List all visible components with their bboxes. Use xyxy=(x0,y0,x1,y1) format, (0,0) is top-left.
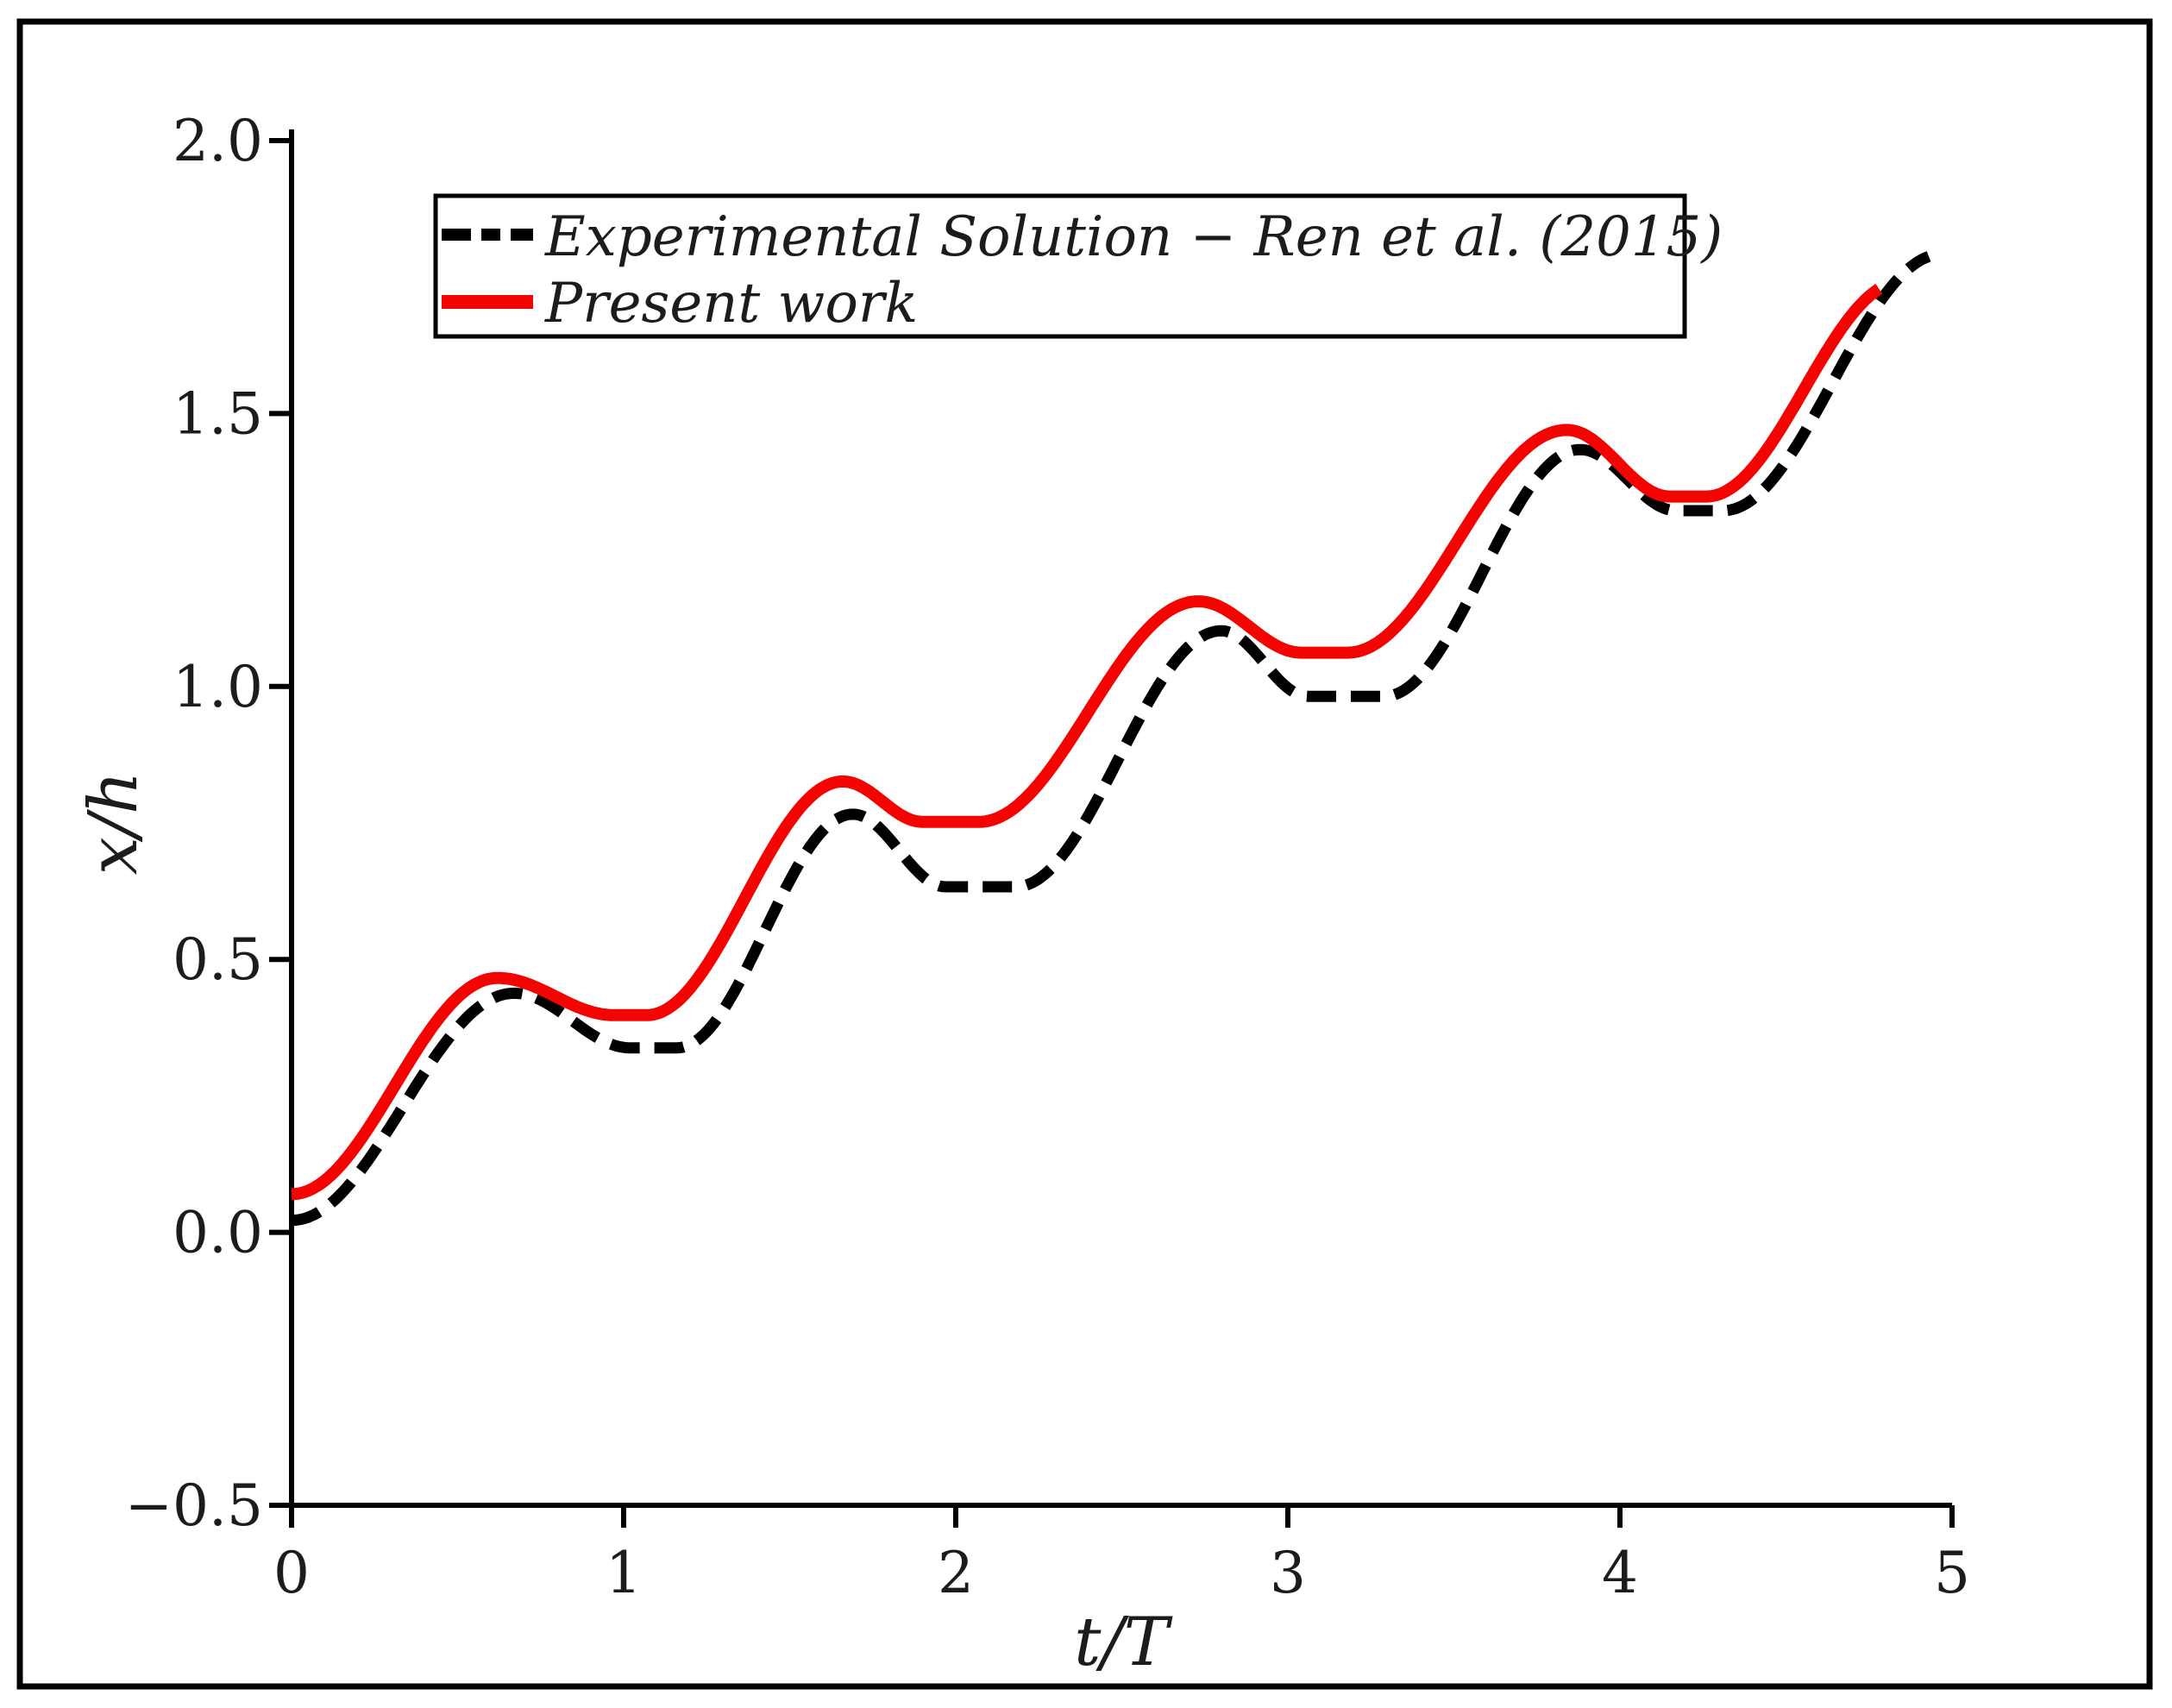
x-ticks xyxy=(289,1505,1955,1528)
x-tick-label-0: 0 xyxy=(273,1540,310,1606)
y-tick-label-0.0: 0.0 xyxy=(173,1200,263,1266)
legend-label-experimental: Experimental Solution − Ren et al. (2015… xyxy=(544,205,1723,269)
y-tick-labels: 2.0 1.5 1.0 0.5 0.0 −0.5 xyxy=(125,108,263,1539)
series-group xyxy=(291,251,1931,1227)
x-axis-title: t/T xyxy=(1074,1604,1173,1681)
x-tick-label-3: 3 xyxy=(1270,1540,1306,1606)
x-tick-labels: 0 1 2 3 4 5 xyxy=(273,1540,1970,1606)
legend-label-present-work: Present work xyxy=(544,272,918,336)
y-tick-label-1.5: 1.5 xyxy=(173,380,263,447)
x-tick-label-5: 5 xyxy=(1934,1540,1970,1606)
x-tick-label-2: 2 xyxy=(938,1540,974,1606)
x-tick-label-1: 1 xyxy=(606,1540,642,1606)
y-ticks xyxy=(269,138,292,1508)
series-present-work-line xyxy=(291,283,1883,1201)
series-experimental-line xyxy=(291,251,1931,1227)
y-tick-label-2.0: 2.0 xyxy=(173,108,263,174)
figure-border xyxy=(16,18,2153,1690)
x-tick-label-4: 4 xyxy=(1602,1540,1638,1606)
y-tick-label-0.5: 0.5 xyxy=(173,926,263,993)
y-axis-title: x/h xyxy=(75,771,153,876)
y-tick-label-−0.5: −0.5 xyxy=(125,1473,263,1539)
legend: Experimental Solution − Ren et al. (2015… xyxy=(433,193,1723,339)
legend-box xyxy=(433,193,1687,339)
y-tick-label-1.0: 1.0 xyxy=(173,654,263,720)
